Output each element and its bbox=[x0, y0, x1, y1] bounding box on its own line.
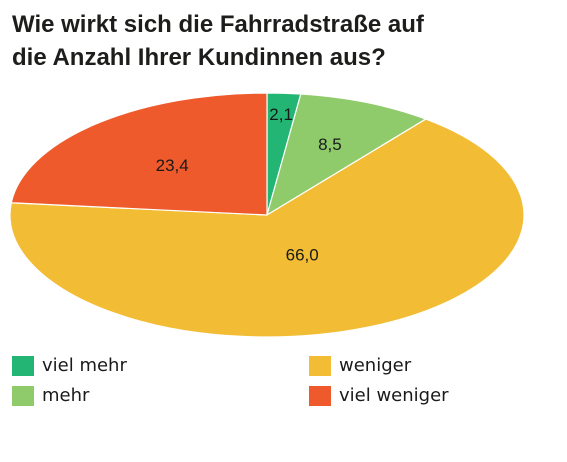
legend-label-viel-mehr: viel mehr bbox=[42, 355, 127, 376]
slice-label-weniger: 66,0 bbox=[286, 245, 319, 264]
legend-label-mehr: mehr bbox=[42, 385, 90, 406]
legend-item-viel-mehr: viel mehr bbox=[12, 355, 127, 376]
pie-chart: 2,1 8,5 66,0 23,4 bbox=[9, 92, 525, 338]
legend-label-weniger: weniger bbox=[339, 355, 412, 376]
legend-swatch-viel-mehr bbox=[12, 355, 34, 376]
legend-swatch-mehr bbox=[12, 385, 34, 406]
slice-label-viel-mehr: 2,1 bbox=[269, 105, 293, 124]
chart-title: Wie wirkt sich die Fahrradstraße auf die… bbox=[12, 8, 557, 74]
slice-label-mehr: 8,5 bbox=[318, 135, 342, 154]
pie-slice-mehr bbox=[266, 93, 428, 217]
legend-swatch-viel-weniger bbox=[309, 385, 331, 406]
legend-label-viel-weniger: viel weniger bbox=[339, 385, 449, 406]
pie-slice-weniger bbox=[9, 118, 525, 338]
legend-item-mehr: mehr bbox=[12, 385, 89, 406]
pie-slice-viel-weniger bbox=[10, 92, 268, 216]
legend-item-viel-weniger: viel weniger bbox=[309, 385, 449, 406]
chart-title-line-1: Wie wirkt sich die Fahrradstraße auf bbox=[12, 11, 424, 38]
slice-label-viel-weniger: 23,4 bbox=[156, 156, 189, 175]
legend-swatch-weniger bbox=[309, 355, 331, 376]
chart-title-line-2: die Anzahl Ihrer Kundinnen aus? bbox=[12, 44, 386, 71]
legend-item-weniger: weniger bbox=[309, 355, 411, 376]
